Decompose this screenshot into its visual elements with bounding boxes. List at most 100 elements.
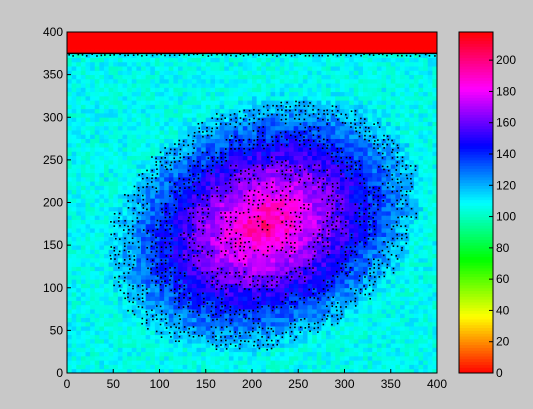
heatmap-cell bbox=[363, 300, 369, 306]
heatmap-cell bbox=[335, 326, 341, 331]
heatmap-cell bbox=[67, 185, 73, 191]
heatmap-cell bbox=[113, 232, 119, 237]
heatmap-cell bbox=[418, 313, 424, 318]
heatmap-cell bbox=[196, 240, 202, 246]
heatmap-cell bbox=[210, 112, 216, 118]
heatmap-cell bbox=[242, 121, 248, 127]
heatmap-cell bbox=[353, 215, 359, 220]
heatmap-cell bbox=[187, 330, 193, 336]
heatmap-cell bbox=[233, 360, 239, 365]
heatmap-cell bbox=[363, 257, 369, 263]
heatmap-cell bbox=[145, 219, 151, 225]
heatmap-cell bbox=[289, 355, 295, 361]
heatmap-cell bbox=[85, 223, 91, 229]
heatmap-cell bbox=[390, 164, 396, 169]
heatmap-cell bbox=[131, 185, 137, 191]
heatmap-cell bbox=[178, 321, 184, 327]
heatmap-cell bbox=[413, 228, 419, 233]
heatmap-cell bbox=[339, 355, 345, 361]
heatmap-cell bbox=[141, 138, 147, 144]
heatmap-cell bbox=[335, 304, 341, 310]
heatmap-cell bbox=[432, 202, 438, 208]
heatmap-cell bbox=[289, 292, 295, 297]
heatmap-cell bbox=[196, 164, 202, 169]
heatmap-cell bbox=[330, 215, 336, 220]
heatmap-cell bbox=[228, 198, 234, 203]
heatmap-cell bbox=[228, 364, 234, 370]
heatmap-cell bbox=[164, 117, 170, 122]
heatmap-cell bbox=[168, 364, 174, 370]
heatmap-cell bbox=[326, 164, 332, 169]
heatmap-cell bbox=[67, 104, 73, 110]
heatmap-cell bbox=[228, 108, 234, 114]
heatmap-cell bbox=[154, 134, 160, 139]
heatmap-cell bbox=[316, 253, 322, 259]
heatmap-cell bbox=[210, 228, 216, 233]
heatmap-cell bbox=[219, 236, 225, 242]
heatmap-cell bbox=[252, 232, 258, 237]
heatmap-cell bbox=[413, 249, 419, 255]
heatmap-cell bbox=[293, 300, 299, 306]
heatmap-cell bbox=[349, 240, 355, 246]
heatmap-cell bbox=[316, 304, 322, 310]
heatmap-cell bbox=[284, 360, 290, 365]
heatmap-cell bbox=[154, 112, 160, 118]
heatmap-cell bbox=[418, 257, 424, 263]
heatmap-cell bbox=[256, 368, 262, 374]
heatmap-cell bbox=[117, 262, 123, 267]
heatmap-cell bbox=[104, 232, 110, 237]
heatmap-cell bbox=[108, 321, 114, 327]
heatmap-cell bbox=[85, 185, 91, 191]
heatmap-cell bbox=[99, 309, 105, 314]
heatmap-cell bbox=[363, 168, 369, 174]
heatmap-cell bbox=[233, 125, 239, 131]
heatmap-cell bbox=[191, 219, 197, 225]
heatmap-cell bbox=[413, 202, 419, 208]
heatmap-cell bbox=[122, 364, 128, 370]
heatmap-cell bbox=[117, 270, 123, 276]
heatmap-cell bbox=[275, 304, 281, 310]
heatmap-cell bbox=[215, 130, 221, 135]
heatmap-cell bbox=[168, 300, 174, 306]
heatmap-cell bbox=[335, 228, 341, 233]
heatmap-cell bbox=[191, 296, 197, 301]
heatmap-cell bbox=[196, 185, 202, 191]
heatmap-cell bbox=[418, 159, 424, 165]
heatmap-cell bbox=[339, 334, 345, 340]
heatmap-cell bbox=[131, 249, 137, 255]
heatmap-cell bbox=[191, 104, 197, 110]
heatmap-cell bbox=[353, 142, 359, 148]
heatmap-cell bbox=[432, 309, 438, 314]
heatmap-cell bbox=[210, 304, 216, 310]
heatmap-cell bbox=[173, 189, 179, 195]
heatmap-cell bbox=[113, 159, 119, 165]
heatmap-cell bbox=[349, 211, 355, 216]
heatmap-cell bbox=[404, 193, 410, 199]
heatmap-cell bbox=[265, 159, 271, 165]
heatmap-cell bbox=[178, 274, 184, 280]
heatmap-cell bbox=[113, 257, 119, 263]
heatmap-cell bbox=[409, 134, 415, 139]
heatmap-cell bbox=[386, 283, 392, 289]
heatmap-cell bbox=[376, 304, 382, 310]
heatmap-cell bbox=[85, 334, 91, 340]
heatmap-cell bbox=[358, 159, 364, 165]
heatmap-cell bbox=[298, 223, 304, 229]
heatmap-cell bbox=[252, 134, 258, 139]
heatmap-cell bbox=[423, 253, 429, 259]
heatmap-cell bbox=[228, 181, 234, 186]
heatmap-cell bbox=[131, 104, 137, 110]
heatmap-cell bbox=[339, 215, 345, 220]
heatmap-cell bbox=[372, 176, 378, 182]
heatmap-cell bbox=[80, 313, 86, 318]
heatmap-cell bbox=[145, 343, 151, 348]
heatmap-cell bbox=[349, 168, 355, 174]
heatmap-cell bbox=[404, 215, 410, 220]
heatmap-cell bbox=[409, 343, 415, 348]
heatmap-cell bbox=[265, 355, 271, 361]
heatmap-cell bbox=[196, 326, 202, 331]
heatmap-cell bbox=[298, 364, 304, 370]
heatmap-cell bbox=[307, 138, 313, 144]
heatmap-cell bbox=[316, 198, 322, 203]
heatmap-cell bbox=[242, 236, 248, 242]
